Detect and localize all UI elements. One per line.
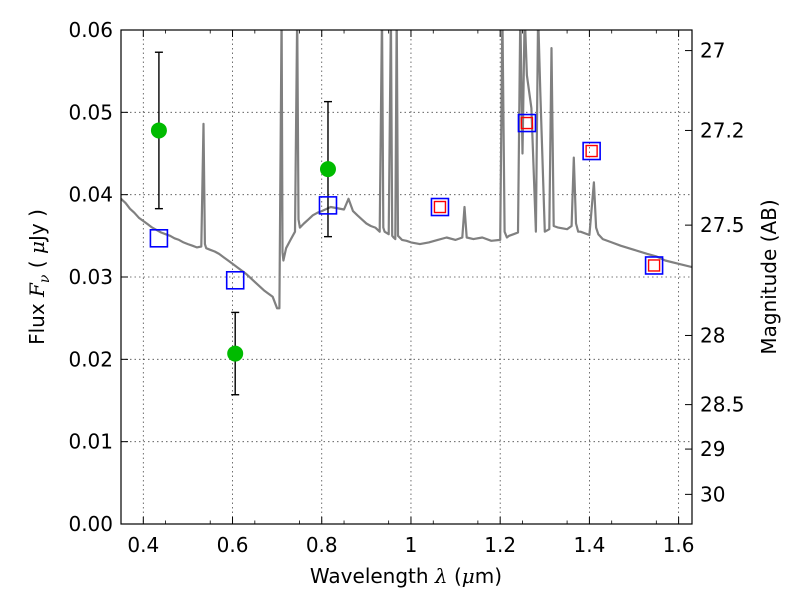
y2-tick-label: 28	[700, 323, 725, 347]
model-square-marker	[517, 113, 537, 133]
x-tick-label: 0.6	[217, 533, 249, 557]
y2-tick-labels: 27 27.2 27.5 28 28.5 29 30	[700, 39, 745, 507]
y2-tick-label: 27.2	[700, 118, 745, 142]
grid	[121, 29, 692, 525]
y-tick-label: 0.02	[68, 347, 113, 371]
model-square-marker	[430, 197, 450, 217]
y-tick-label: 0.01	[68, 430, 113, 454]
x-tick-label: 1	[405, 533, 418, 557]
x-tick-label: 1.6	[663, 533, 695, 557]
model-square-inner-marker	[647, 259, 661, 272]
x-tick-label: 0.4	[127, 533, 159, 557]
y2-tick-label: 28.5	[700, 393, 745, 417]
model-square-marker	[582, 141, 601, 161]
y-tick-labels: 0.00 0.01 0.02 0.03 0.04 0.05 0.06	[68, 18, 113, 536]
y-axis-label: Flux Fν ( μJy )	[25, 209, 53, 345]
model-square-inner-marker	[520, 116, 534, 130]
y-tick-label: 0.03	[68, 265, 113, 289]
y2-tick-label: 30	[700, 482, 725, 506]
y2-tick-label: 27	[700, 39, 725, 63]
y2-tick-label: 29	[700, 437, 725, 461]
model-square-inner-marker	[585, 144, 598, 158]
model-square-marker	[318, 196, 338, 215]
model-square-marker	[225, 270, 245, 290]
x-tick-label: 0.8	[306, 533, 338, 557]
data-point	[150, 122, 167, 139]
x-tick-labels: 0.4 0.6 0.8 1 1.2 1.4 1.6	[127, 533, 694, 557]
squares-layer	[149, 113, 664, 290]
data-point	[319, 161, 336, 178]
data-point	[227, 345, 244, 362]
spectrum-layer	[121, 30, 692, 310]
y-tick-label: 0.04	[68, 183, 113, 207]
points-layer	[150, 122, 336, 362]
model-square-marker	[149, 229, 169, 248]
spectrum-line	[121, 30, 692, 310]
x-axis-label: Wavelength λ (μm)	[310, 564, 502, 588]
y2-axis-label: Magnitude (AB)	[757, 199, 781, 354]
x-tick-label: 1.4	[573, 533, 605, 557]
y-tick-label: 0.06	[68, 18, 113, 42]
y-tick-label: 0.05	[68, 100, 113, 124]
model-square-inner-marker	[433, 200, 447, 214]
y-tick-label: 0.00	[68, 512, 113, 536]
ticks-layer	[120, 29, 692, 525]
x-tick-label: 1.2	[484, 533, 516, 557]
y2-tick-label: 27.5	[700, 213, 745, 237]
model-square-marker	[644, 256, 664, 275]
